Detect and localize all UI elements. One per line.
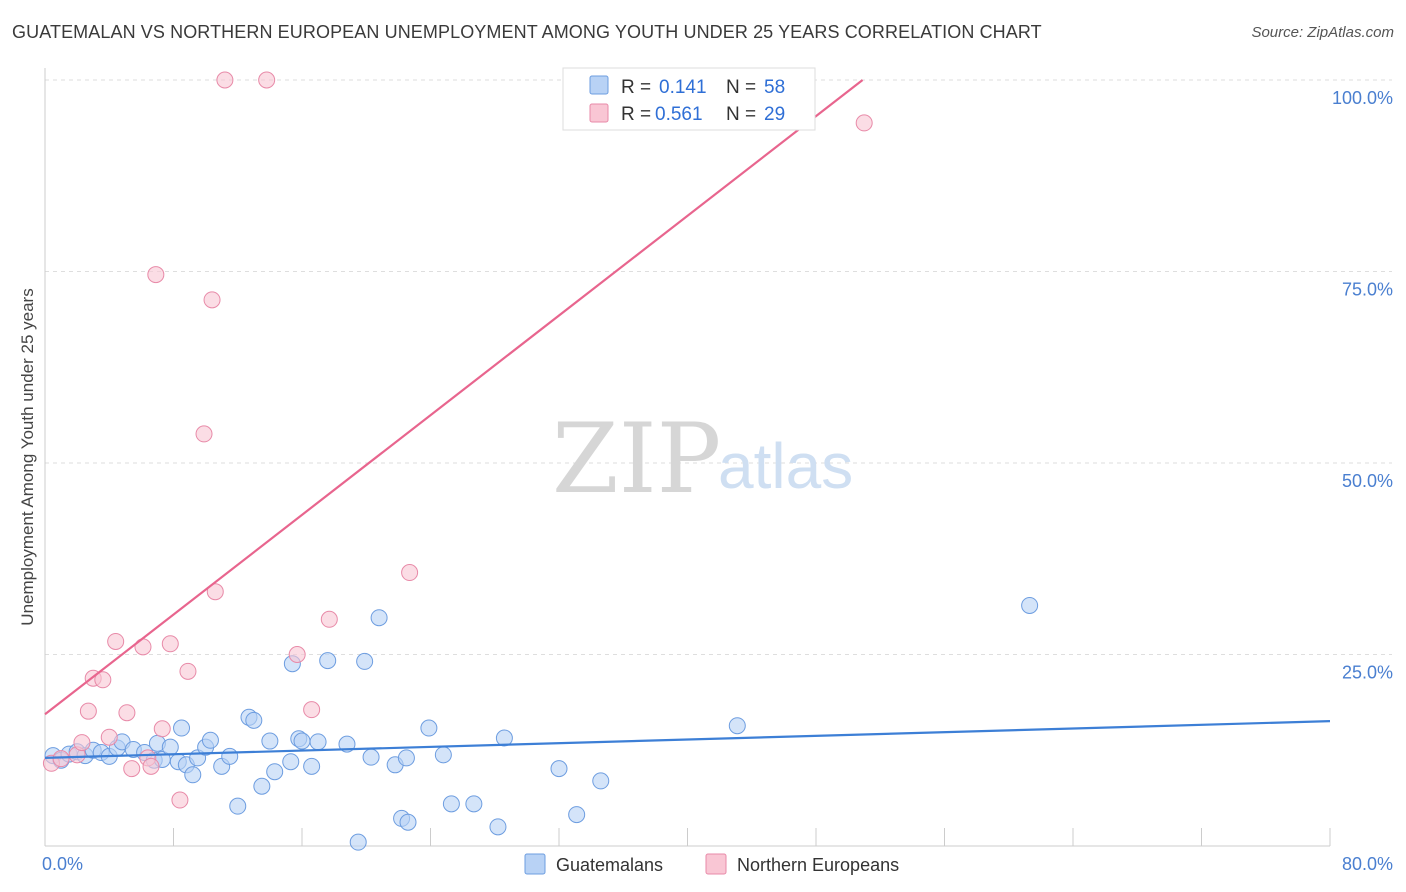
point-guatemalans (397, 749, 415, 767)
y-tick-label: 50.0% (1342, 471, 1393, 491)
point-guatemalans (495, 729, 513, 747)
point-guatemalans (282, 753, 300, 771)
point-guatemalans (201, 731, 219, 749)
legend-swatch-guatemalans (589, 75, 609, 95)
gridlines (45, 79, 1392, 655)
point-northern-europeans (258, 71, 276, 89)
point-guatemalans (592, 772, 610, 790)
point-northern-europeans (118, 704, 136, 722)
series-legend: Guatemalans Northern Europeans (524, 853, 899, 875)
y-axis-label: Unemployment Among Youth under 25 years (18, 288, 37, 625)
point-northern-europeans (288, 646, 306, 663)
point-guatemalans (261, 732, 279, 750)
x-ticks: 0.0% 80.0% (42, 828, 1393, 874)
legend-n-value: 58 (764, 77, 785, 98)
watermark-zip: ZIP (552, 403, 721, 515)
point-guatemalans (420, 719, 438, 737)
point-guatemalans (161, 738, 179, 756)
point-guatemalans (442, 795, 460, 813)
point-guatemalans (489, 818, 507, 836)
point-guatemalans (303, 757, 321, 775)
legend-n-label: N = (726, 77, 756, 98)
legend-r-value: 0.141 (659, 77, 707, 98)
x-tick-label: 80.0% (1342, 854, 1393, 874)
trendlines (44, 79, 1331, 760)
watermark: ZIP atlas (552, 403, 853, 515)
point-guatemalans (1021, 596, 1039, 614)
point-northern-europeans (100, 728, 118, 746)
y-tick-label: 25.0% (1342, 663, 1393, 683)
point-guatemalans (349, 833, 367, 851)
point-guatemalans (266, 763, 284, 781)
data-points (42, 71, 1039, 851)
legend-swatch-northern-europeans (705, 853, 727, 875)
correlation-legend: R = 0.141 N = 58 R = 0.561 N = 29 (562, 67, 816, 131)
trendline-northern-europeans (44, 79, 864, 716)
point-guatemalans (319, 652, 337, 670)
point-northern-europeans (94, 671, 112, 689)
point-guatemalans (434, 746, 452, 764)
point-guatemalans (728, 717, 746, 735)
point-northern-europeans (153, 720, 171, 738)
point-guatemalans (362, 748, 380, 766)
point-northern-europeans (303, 701, 321, 719)
chart-title: GUATEMALAN VS NORTHERN EUROPEAN UNEMPLOY… (12, 22, 1042, 42)
point-northern-europeans (79, 702, 97, 720)
x-tick-label: 0.0% (42, 854, 83, 874)
point-guatemalans (293, 732, 311, 750)
point-northern-europeans (216, 71, 234, 89)
legend-swatch-northern-europeans (589, 103, 609, 123)
point-guatemalans (229, 797, 247, 815)
legend-r-label: R = (621, 104, 651, 125)
legend-label-guatemalans: Guatemalans (556, 855, 663, 875)
point-guatemalans (356, 652, 374, 670)
point-guatemalans (253, 777, 271, 795)
point-northern-europeans (171, 791, 189, 809)
y-tick-label: 100.0% (1332, 88, 1393, 108)
point-guatemalans (173, 719, 191, 737)
point-guatemalans (465, 795, 483, 813)
point-northern-europeans (320, 610, 338, 628)
y-tick-labels: 25.0% 50.0% 75.0% 100.0% (1332, 88, 1393, 683)
point-guatemalans (309, 733, 327, 751)
point-northern-europeans (142, 757, 160, 775)
point-northern-europeans (855, 114, 873, 132)
point-northern-europeans (195, 425, 213, 443)
point-guatemalans (370, 609, 388, 627)
point-northern-europeans (206, 583, 224, 601)
legend-n-label: N = (726, 104, 756, 125)
point-guatemalans (550, 760, 568, 778)
point-guatemalans (245, 711, 263, 729)
point-northern-europeans (107, 632, 125, 650)
point-northern-europeans (147, 266, 165, 284)
point-guatemalans (568, 806, 586, 824)
point-northern-europeans (161, 635, 179, 653)
point-northern-europeans (179, 662, 197, 680)
legend-n-value: 29 (764, 104, 785, 125)
point-guatemalans (399, 813, 417, 831)
y-tick-label: 75.0% (1342, 280, 1393, 300)
point-northern-europeans (73, 734, 91, 752)
point-northern-europeans (123, 760, 141, 778)
legend-r-label: R = (621, 77, 651, 98)
watermark-atlas: atlas (718, 430, 853, 502)
point-guatemalans (221, 747, 239, 765)
legend-r-value: 0.561 (655, 104, 703, 125)
point-guatemalans (184, 766, 202, 784)
point-northern-europeans (203, 291, 221, 309)
legend-swatch-guatemalans (524, 853, 546, 875)
source-label: Source: ZipAtlas.com (1251, 24, 1394, 41)
trendline-guatemalans (44, 720, 1331, 760)
point-northern-europeans (401, 564, 419, 582)
legend-label-northern-europeans: Northern Europeans (737, 855, 899, 875)
